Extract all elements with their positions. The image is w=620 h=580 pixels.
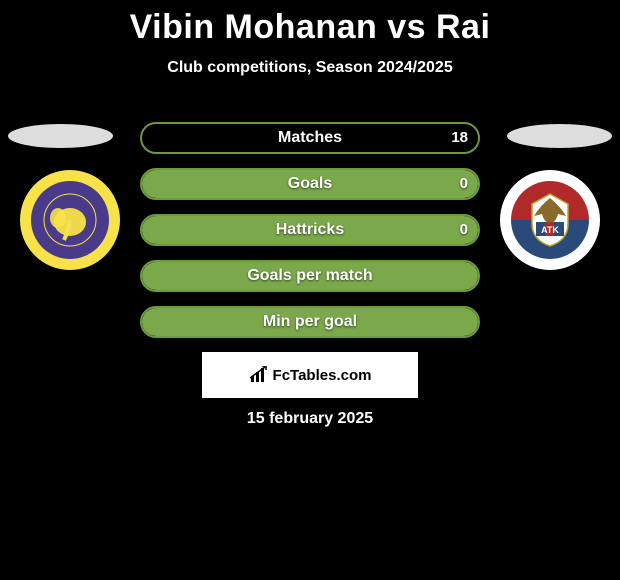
- page-title: Vibin Mohanan vs Rai: [0, 0, 620, 47]
- stat-label: Goals: [142, 170, 478, 198]
- stat-label: Min per goal: [142, 308, 478, 336]
- comparison-infographic: Vibin Mohanan vs Rai Club competitions, …: [0, 0, 620, 580]
- stat-bar: Hattricks0: [140, 214, 480, 246]
- stat-bar: Matches18: [140, 122, 480, 154]
- stat-label: Hattricks: [142, 216, 478, 244]
- brand-footer: FcTables.com: [202, 352, 418, 398]
- elephant-icon: [40, 190, 100, 250]
- stat-bar: Goals0: [140, 168, 480, 200]
- bar-chart-icon: [249, 366, 271, 384]
- player-right-avatar-oval: [507, 124, 612, 148]
- stat-bar: Goals per match: [140, 260, 480, 292]
- stat-bar: Min per goal: [140, 306, 480, 338]
- club-logo-right-inner: ATK: [511, 181, 589, 259]
- brand-text: FcTables.com: [273, 367, 372, 384]
- svg-text:ATK: ATK: [541, 225, 559, 235]
- player-left-avatar-oval: [8, 124, 113, 148]
- club-logo-left: [20, 170, 120, 270]
- subtitle: Club competitions, Season 2024/2025: [0, 59, 620, 77]
- club-logo-right: ATK: [500, 170, 600, 270]
- brand-footer-inner: FcTables.com: [204, 354, 416, 396]
- stat-value-right: 0: [460, 170, 468, 198]
- date-text: 15 february 2025: [0, 410, 620, 428]
- club-logo-left-inner: [31, 181, 109, 259]
- eagle-shield-icon: ATK: [518, 188, 582, 252]
- stat-value-right: 18: [451, 124, 468, 152]
- stat-label: Matches: [142, 124, 478, 152]
- stat-label: Goals per match: [142, 262, 478, 290]
- stat-value-right: 0: [460, 216, 468, 244]
- stats-panel: Matches18Goals0Hattricks0Goals per match…: [140, 122, 480, 352]
